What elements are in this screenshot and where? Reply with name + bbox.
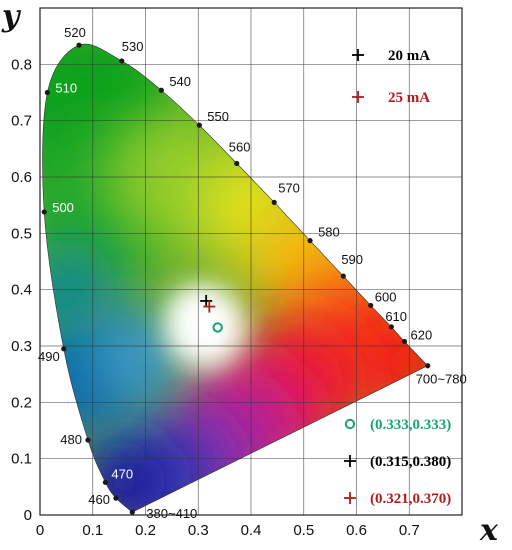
wavelength-label: 540 — [169, 74, 191, 89]
wavelength-dot — [129, 509, 135, 515]
wavelength-label: 600 — [375, 289, 397, 304]
y-tick-label: 0.7 — [11, 113, 32, 130]
wavelength-dot — [41, 209, 47, 215]
x-tick-label: 0.7 — [399, 522, 420, 539]
data-points — [200, 294, 223, 333]
axis-ticks: 0 0.1 0.2 0.3 0.4 0.5 0.6 0.7 0 0.1 0.2 0.3 0.4 0.5 0.… — [11, 56, 420, 539]
x-tick-label: 0.6 — [346, 522, 367, 539]
wavelength-label: 460 — [88, 492, 110, 507]
wavelength-dot — [119, 58, 125, 64]
legend-marker — [352, 49, 364, 61]
annotation-label: (0.315,0.380) — [370, 454, 451, 470]
y-tick-label: 0.3 — [11, 338, 32, 355]
wavelength-dot — [61, 346, 67, 352]
wavelength-dot — [85, 437, 91, 443]
wavelength-label: 520 — [64, 25, 86, 40]
wavelength-label: 510 — [55, 81, 77, 96]
wavelength-label: 550 — [207, 109, 229, 124]
y-axis-label: y — [1, 0, 22, 34]
gamut-color-blob — [89, 312, 180, 403]
wavelength-dot — [271, 199, 277, 205]
x-axis-label: x — [479, 513, 499, 548]
x-tick-label: 0 — [36, 522, 44, 539]
wavelength-dot — [76, 42, 82, 48]
wavelength-dot — [307, 238, 313, 244]
wavelength-label: 490 — [38, 349, 60, 364]
wavelength-dot — [102, 479, 109, 485]
wavelength-label: 470 — [111, 466, 133, 481]
wavelength-label: 610 — [385, 309, 407, 324]
wavelength-dot — [425, 363, 431, 369]
wavelength-label: 570 — [278, 180, 300, 195]
annotation-label: (0.321,0.370) — [370, 491, 451, 507]
plot-frame — [39, 7, 463, 516]
x-tick-label: 0.2 — [135, 522, 156, 539]
grid — [40, 8, 462, 515]
wavelength-label: 560 — [229, 139, 251, 154]
reference-point-marker — [212, 322, 223, 333]
wavelength-label: 580 — [318, 225, 340, 240]
wavelength-label: 700~780 — [416, 372, 467, 387]
legend-label: 20 mA — [388, 48, 430, 64]
wavelength-label: 480 — [60, 432, 82, 447]
legend-label: 25 mA — [388, 90, 430, 106]
wavelength-label: 500 — [52, 200, 74, 215]
annotation-marker — [344, 455, 356, 467]
legend-marker — [352, 91, 364, 103]
wavelength-label: 380~410 — [146, 506, 197, 521]
x-tick-label: 0.3 — [188, 522, 209, 539]
y-tick-label: 0.2 — [11, 394, 32, 411]
wavelength-dot — [113, 495, 119, 501]
y-tick-label: 0.6 — [11, 169, 32, 186]
wavelength-dot — [388, 324, 394, 330]
wavelength-dot — [44, 89, 50, 96]
wavelength-dot — [196, 122, 202, 128]
point-25ma-marker — [203, 300, 216, 313]
y-tick-label: 0.4 — [11, 282, 32, 299]
annotation-marker — [344, 492, 356, 504]
wavelength-dot — [368, 302, 374, 309]
wavelength-dot — [234, 160, 240, 167]
y-tick-label: 0.5 — [11, 225, 32, 242]
annotation-label: (0.333,0.333) — [370, 417, 451, 433]
wavelength-dot — [401, 338, 408, 345]
annotation-marker — [344, 418, 356, 430]
wavelength-dot — [158, 87, 164, 93]
x-tick-label: 0.1 — [82, 522, 103, 539]
wavelength-dot — [340, 273, 346, 279]
wavelength-label: 590 — [341, 252, 363, 267]
legend: 20 mA 25 mA (0.333,0.333) (0.315,0.380) (0.3… — [344, 48, 451, 507]
wavelength-label: 620 — [411, 327, 433, 342]
wavelength-label: 530 — [122, 39, 144, 54]
x-tick-label: 0.4 — [241, 522, 262, 539]
x-tick-label: 0.5 — [293, 522, 314, 539]
y-tick-label: 0.1 — [11, 451, 32, 468]
y-tick-label: 0.8 — [11, 56, 32, 73]
y-tick-label: 0 — [24, 507, 32, 524]
